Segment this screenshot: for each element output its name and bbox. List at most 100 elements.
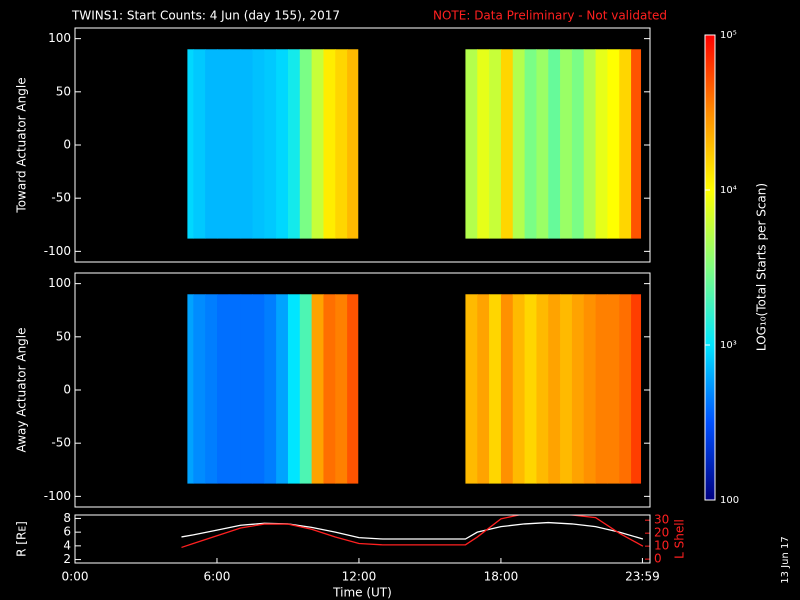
y-tick-label: 0 <box>63 383 71 397</box>
series-line <box>181 515 644 549</box>
y-axis-label: Away Actuator Angle <box>15 327 29 452</box>
heatmap-cell <box>299 294 313 484</box>
y-tick-label: 8 <box>63 511 71 525</box>
heatmap-cell <box>560 49 573 239</box>
heatmap-cell <box>512 294 526 484</box>
colorbar-label: LOG₁₀(Total Starts per Scan) <box>755 183 769 351</box>
y-tick-label: 2 <box>63 552 71 566</box>
heatmap-cell <box>512 49 526 239</box>
heatmap-cell <box>228 294 242 484</box>
series-line <box>181 521 644 540</box>
heatmap-cell <box>205 294 218 484</box>
y2-tick-label: 0 <box>654 552 662 566</box>
heatmap-cell <box>311 294 324 484</box>
heatmap-cell <box>536 49 549 239</box>
heatmap-cell <box>240 294 253 484</box>
x-tick-label: 6:00 <box>203 570 230 584</box>
heatmap-cell <box>216 49 230 239</box>
heatmap-cell <box>187 294 194 484</box>
y-tick-label: 4 <box>63 538 71 552</box>
heatmap-cell <box>477 49 490 239</box>
heatmap-cell <box>489 49 502 239</box>
x-tick-label: 23:59 <box>625 570 660 584</box>
heatmap-cell <box>619 49 632 239</box>
heatmap-cell <box>583 294 597 484</box>
heatmap-cell <box>619 294 632 484</box>
x-axis-label: Time (UT) <box>332 586 392 600</box>
heatmap-cell <box>264 294 277 484</box>
y-tick-label: 100 <box>48 31 71 45</box>
y-tick-label: -50 <box>51 191 71 205</box>
y2-tick-label: 20 <box>654 526 669 540</box>
heatmap-cell <box>536 294 549 484</box>
heatmap-cell <box>193 294 206 484</box>
colorbar <box>705 35 715 500</box>
heatmap-cell <box>524 294 537 484</box>
plot-area <box>181 515 644 549</box>
heatmap-cell <box>560 294 573 484</box>
y-tick-label: -100 <box>44 244 71 258</box>
heatmap-cell <box>347 294 359 484</box>
heatmap-cell <box>323 294 336 484</box>
y-axis-label: R [Rᴇ] <box>15 521 29 557</box>
heatmap-cell <box>500 49 514 239</box>
y-tick-label: 0 <box>63 138 71 152</box>
heatmap-cell <box>299 49 313 239</box>
date-stamp: 13 Jun 17 <box>780 536 791 583</box>
chart-title: TWINS1: Start Counts: 4 Jun (day 155), 2… <box>71 9 340 23</box>
heatmap-cell <box>631 294 642 484</box>
y2-tick-label: 30 <box>654 513 669 527</box>
y2-tick-label: 10 <box>654 539 669 553</box>
heatmap-cell <box>465 49 478 239</box>
heatmap-cell <box>252 294 265 484</box>
heatmap-cell <box>607 49 620 239</box>
heatmap-cell <box>216 294 230 484</box>
heatmap-cell <box>187 49 194 239</box>
heatmap-cell <box>489 294 502 484</box>
heatmap-cell <box>524 49 537 239</box>
y2-axis-label: L Shell <box>673 519 687 559</box>
heatmap-cell <box>571 294 585 484</box>
heatmap-cell <box>276 49 289 239</box>
heatmap-cell <box>287 49 301 239</box>
x-tick-label: 0:00 <box>62 570 89 584</box>
heatmap-cell <box>264 49 277 239</box>
heatmap-cell <box>311 49 324 239</box>
note: NOTE: Data Preliminary - Not validated <box>433 9 667 23</box>
y-tick-label: -50 <box>51 436 71 450</box>
heatmap-cell <box>595 294 608 484</box>
heatmap-cell <box>548 294 561 484</box>
heatmap-cell <box>228 49 242 239</box>
panel-frame <box>74 514 651 564</box>
heatmap-cell <box>595 49 608 239</box>
colorbar-tick-label: 10³ <box>720 340 737 351</box>
heatmap-cell <box>240 49 253 239</box>
heatmap-cell <box>323 49 336 239</box>
heatmap-cell <box>465 294 478 484</box>
heatmap-cell <box>252 49 265 239</box>
heatmap-cell <box>571 49 585 239</box>
heatmap-cell <box>276 294 289 484</box>
y-tick-label: 100 <box>48 276 71 290</box>
y-axis-label: Toward Actuator Angle <box>15 77 29 213</box>
heatmap-cell <box>607 294 620 484</box>
colorbar-tick-label: 10⁵ <box>720 30 737 41</box>
heatmap-cell <box>335 49 348 239</box>
heatmap-cell <box>347 49 359 239</box>
heatmap-cell <box>335 294 348 484</box>
heatmap-cell <box>193 49 206 239</box>
colorbar-tick-label: 100 <box>720 495 739 506</box>
heatmap-cell <box>205 49 218 239</box>
y-tick-label: -100 <box>44 489 71 503</box>
y-tick-label: 6 <box>63 525 71 539</box>
heatmap-cell <box>500 294 514 484</box>
colorbar-tick-label: 10⁴ <box>720 185 737 196</box>
heatmap-cell <box>548 49 561 239</box>
y-tick-label: 50 <box>56 84 71 98</box>
heatmap-cell <box>631 49 642 239</box>
heatmap-cell <box>583 49 597 239</box>
y-tick-label: 50 <box>56 329 71 343</box>
x-tick-label: 18:00 <box>484 570 519 584</box>
x-tick-label: 12:00 <box>342 570 377 584</box>
